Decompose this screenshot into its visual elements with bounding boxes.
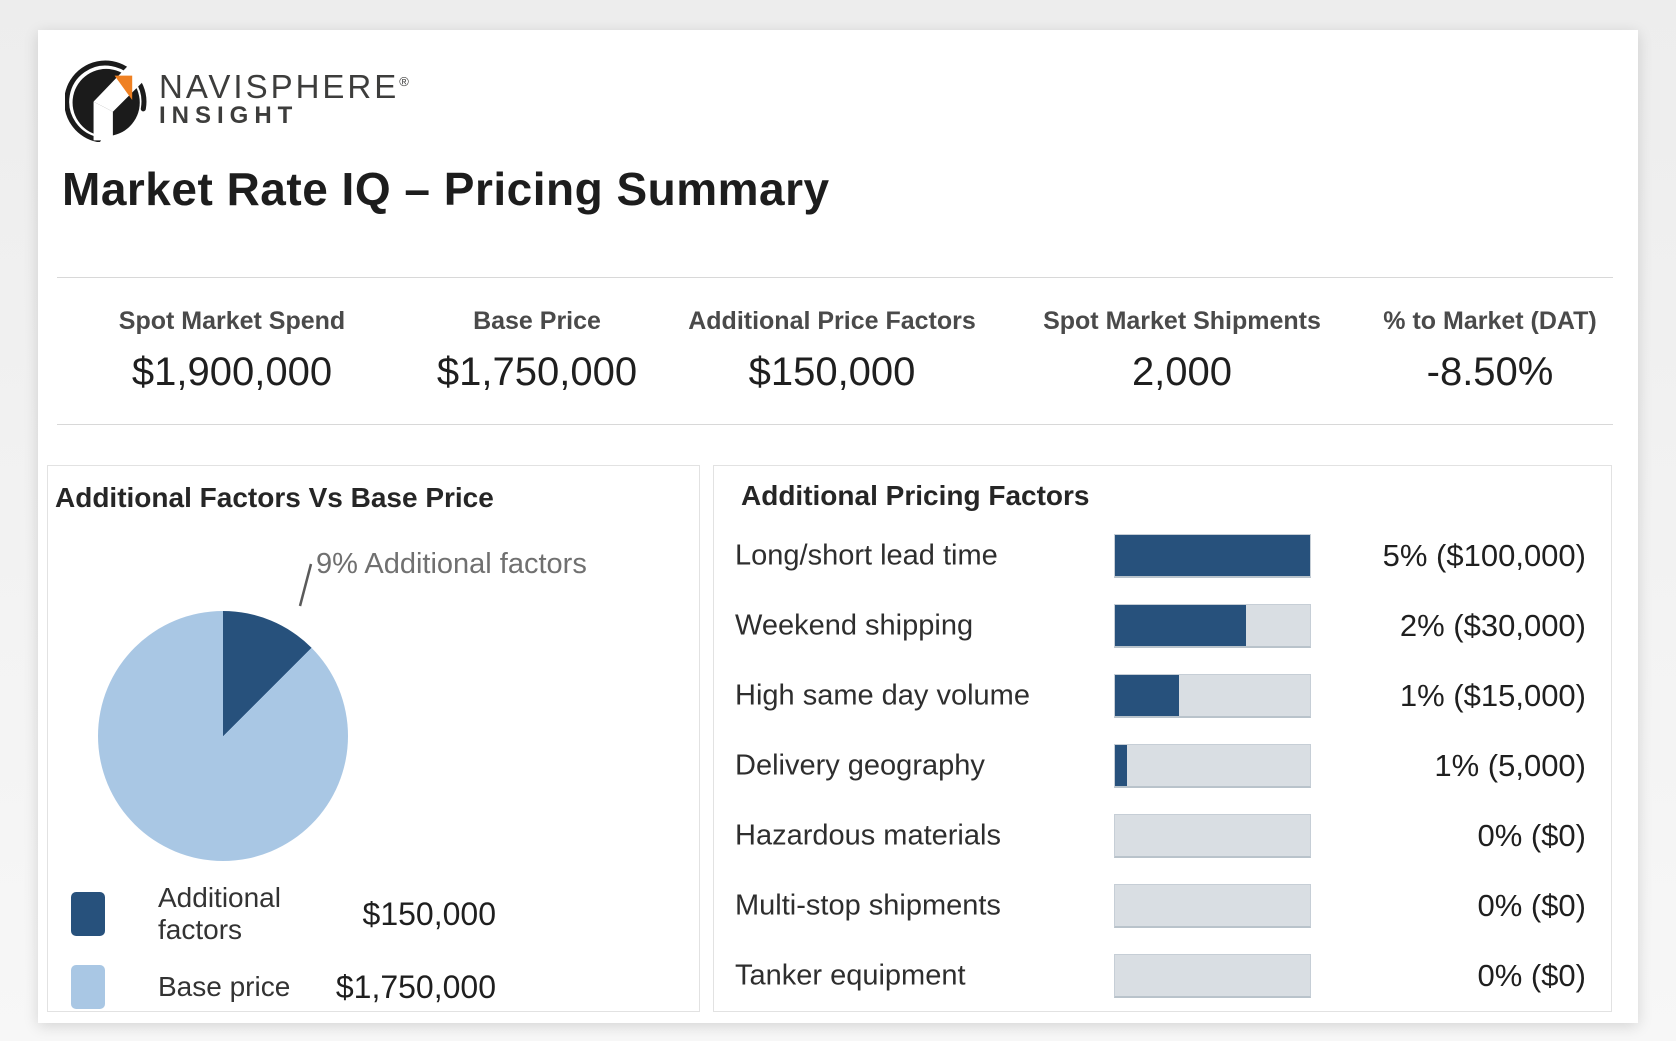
kpi-label: % to Market (DAT) (1383, 307, 1597, 335)
legend-label: Base price (158, 971, 291, 1002)
bar-row-hazardous-materials: Hazardous materials 0% ($0) (714, 814, 1613, 858)
bar-value: 1% ($15,000) (1399, 678, 1586, 713)
navisphere-logo: NAVISPHERE® INSIGHT (65, 58, 412, 142)
dashboard-card: NAVISPHERE® INSIGHT Market Rate IQ – Pri… (38, 30, 1638, 1023)
kpi-label: Additional Price Factors (688, 307, 976, 335)
bar-fill (1115, 535, 1310, 576)
pie-legend: Additional factors $150,000 Base price $… (71, 882, 681, 1032)
bar-fill (1115, 745, 1127, 786)
legend-row-additional-factors: Additional factors $150,000 (71, 882, 681, 945)
kpi-base-price: Base Price $1,750,000 (407, 307, 667, 395)
navisphere-logo-icon (65, 60, 149, 142)
pie-panel: Additional Factors Vs Base Price 9% Addi… (47, 465, 700, 1012)
page-title: Market Rate IQ – Pricing Summary (62, 163, 830, 215)
bar-track (1114, 534, 1311, 578)
bar-row-high-same-day-volume: High same day volume 1% ($15,000) (714, 674, 1613, 718)
bar-label: Multi-stop shipments (735, 889, 1001, 922)
brand-name: NAVISPHERE® (159, 68, 412, 106)
bar-row-multi-stop-shipments: Multi-stop shipments 0% ($0) (714, 884, 1613, 928)
bar-rows: Long/short lead time 5% ($100,000) Weeke… (714, 466, 1613, 1013)
kpi-value: $1,900,000 (131, 350, 333, 394)
bar-track (1114, 814, 1311, 858)
bar-label: Delivery geography (735, 749, 985, 782)
bar-fill (1115, 605, 1246, 646)
legend-row-base-price: Base price $1,750,000 (71, 959, 681, 1015)
registered-mark: ® (399, 74, 412, 90)
bar-row-weekend-shipping: Weekend shipping 2% ($30,000) (714, 604, 1613, 648)
bar-value: 0% ($0) (1477, 958, 1586, 993)
bar-label: High same day volume (735, 679, 1030, 712)
kpi-pct-to-market-dat: % to Market (DAT) -8.50% (1367, 307, 1613, 395)
bar-value: 0% ($0) (1477, 888, 1586, 923)
legend-label: Additional factors (158, 882, 281, 945)
bar-panel: Additional Pricing Factors Long/short le… (713, 465, 1612, 1012)
bar-row-delivery-geography: Delivery geography 1% (5,000) (714, 744, 1613, 788)
bar-value: 2% ($30,000) (1399, 608, 1586, 643)
bar-label: Tanker equipment (735, 959, 966, 992)
pie-callout-label: 9% Additional factors (316, 548, 587, 580)
bar-label: Hazardous materials (735, 819, 1001, 852)
bar-label: Long/short lead time (735, 539, 998, 572)
legend-value: $1,750,000 (335, 968, 496, 1005)
bar-row-tanker-equipment: Tanker equipment 0% ($0) (714, 954, 1613, 998)
kpi-value: -8.50% (1426, 350, 1554, 394)
kpi-band: Spot Market Spend $1,900,000 Base Price … (57, 277, 1613, 425)
bar-panel-title: Additional Pricing Factors (741, 480, 1090, 511)
kpi-spot-market-spend: Spot Market Spend $1,900,000 (57, 307, 407, 395)
bar-track (1114, 954, 1311, 998)
bar-fill (1115, 675, 1180, 716)
bar-row-long-short-lead-time: Long/short lead time 5% ($100,000) (714, 534, 1613, 578)
navisphere-wordmark: NAVISPHERE® INSIGHT (159, 70, 412, 129)
kpi-label: Base Price (473, 307, 601, 335)
kpi-spot-market-shipments: Spot Market Shipments 2,000 (997, 307, 1367, 395)
pie-panel-title: Additional Factors Vs Base Price (55, 482, 494, 513)
bar-value: 1% (5,000) (1434, 748, 1586, 783)
legend-value: $150,000 (362, 895, 496, 932)
kpi-value: $150,000 (748, 350, 916, 394)
kpi-value: $1,750,000 (436, 350, 638, 394)
legend-swatch-light-blue (71, 965, 105, 1009)
bar-track (1114, 604, 1311, 648)
bar-value: 0% ($0) (1477, 818, 1586, 853)
bar-track (1114, 674, 1311, 718)
bar-label: Weekend shipping (735, 609, 974, 642)
pie-chart (98, 611, 348, 861)
bar-value: 5% ($100,000) (1382, 538, 1586, 573)
bar-track (1114, 884, 1311, 928)
bar-track (1114, 744, 1311, 788)
kpi-value: 2,000 (1131, 350, 1233, 394)
legend-swatch-navy (71, 892, 105, 936)
kpi-label: Spot Market Spend (118, 307, 346, 335)
kpi-additional-price-factors: Additional Price Factors $150,000 (667, 307, 997, 395)
brand-sub: INSIGHT (159, 102, 299, 130)
kpi-label: Spot Market Shipments (1043, 307, 1321, 335)
